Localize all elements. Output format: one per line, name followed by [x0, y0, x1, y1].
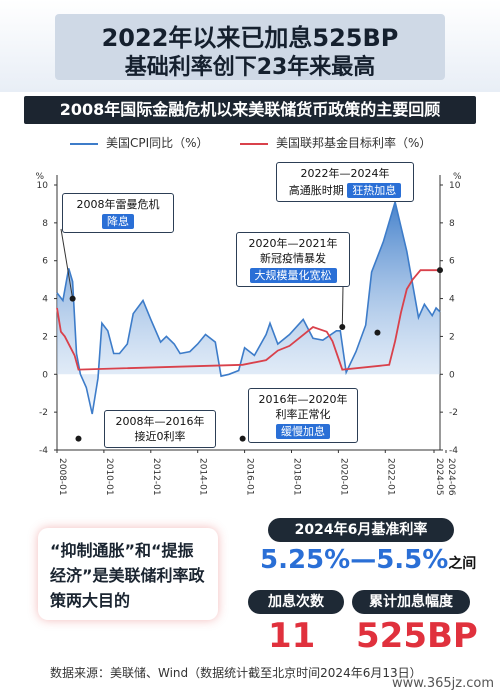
y-tick-label-left: -4: [39, 446, 48, 456]
rate-range-suffix: 之间: [448, 556, 477, 572]
hike-count-value: 11: [268, 616, 316, 656]
annotation-inflation-line2: 高通胀时期 狂热加息: [281, 181, 409, 198]
leader-line: [341, 285, 344, 327]
annotation-normalization-tag: 缓慢加息: [276, 424, 330, 439]
x-tick-label: 2022-01: [385, 458, 395, 496]
y-unit-left: %: [35, 172, 44, 182]
y-tick-label-left: 8: [42, 219, 48, 229]
annotation-normalization-line2: 利率正常化: [275, 408, 331, 421]
marker-dot: [374, 329, 381, 336]
marker-dot: [69, 295, 76, 302]
y-tick-label-right: 2: [449, 332, 455, 342]
y-tick-label-right: -4: [449, 446, 458, 456]
annotation-inflation-tag: 狂热加息: [347, 183, 402, 198]
tick-layer: -4 -4 -2 -2 0 0 2 2 4 4 6 6 8 8 10 10% % 2008-01 2010-01 20…: [35, 172, 462, 496]
annotation-zero-rate-line2: 接近0利率: [134, 430, 186, 443]
legend-cpi-label: 美国CPI同比（%）: [106, 136, 209, 150]
y-tick-label-left: 6: [42, 257, 48, 267]
x-tick-label: 2024-05: [434, 458, 444, 496]
annotation-covid-line2: 新冠疫情暴发: [260, 252, 326, 265]
y-tick-label-left: 0: [42, 370, 48, 380]
series-layer: [56, 198, 441, 415]
legend-rate: 美国联邦基金目标利率（%）: [240, 134, 431, 151]
x-tick-label: 2012-01: [151, 458, 161, 496]
cpi-line: [56, 198, 441, 415]
leader-line: [60, 228, 74, 299]
annotation-inflation-line1: 2022年—2024年: [300, 167, 390, 180]
x-tick-label: 2008-01: [57, 458, 67, 496]
annotation-lehman-line1: 2008年雷曼危机: [76, 198, 160, 211]
annotation-inflation-line2-text: 高通胀时期: [288, 184, 344, 197]
marker-layer: [60, 228, 443, 442]
rate-range: 5.25%—5.5%之间: [260, 545, 476, 575]
legend-cpi: 美国CPI同比（%）: [70, 134, 209, 151]
title-box: 2022年以来已加息525BP 基础利率创下23年来最高: [55, 14, 445, 80]
annotation-covid: 2020年—2021年 新冠疫情暴发 大规模量化宽松: [236, 232, 350, 287]
marker-dot: [75, 435, 82, 442]
x-tick-label: 2010-01: [104, 458, 114, 496]
y-tick-label-right: -2: [449, 408, 458, 418]
y-tick-label-right: 0: [449, 370, 455, 380]
annotation-covid-tag: 大规模量化宽松: [249, 268, 337, 283]
rate-range-value: 5.25%—5.5%: [260, 545, 449, 575]
annotation-normalization-line1: 2016年—2020年: [258, 393, 348, 406]
policy-goal-bubble: “抑制通胀”和“提振经济”是美联储利率政策两大目的: [38, 528, 218, 620]
y-tick-label-right: 4: [449, 295, 455, 305]
x-tick-label: 2014-01: [198, 458, 208, 496]
annotation-zero-rate-line1: 2008年—2016年: [115, 415, 205, 428]
annotation-normalization: 2016年—2020年 利率正常化 缓慢加息: [248, 388, 358, 443]
title-line-1: 2022年以来已加息525BP: [101, 24, 399, 52]
y-tick-label-left: 4: [42, 295, 48, 305]
watermark: www.365jz.com: [392, 676, 494, 691]
annotation-inflation: 2022年—2024年 高通胀时期 狂热加息: [276, 162, 414, 202]
x-tick-label: 2016-01: [245, 458, 255, 496]
total-hike-label: 累计加息幅度: [352, 590, 470, 614]
annotation-zero-rate: 2008年—2016年 接近0利率: [104, 410, 216, 448]
legend-rate-label: 美国联邦基金目标利率（%）: [276, 136, 432, 150]
x-tick-label: 2024-06: [446, 458, 456, 496]
y-unit-right: %: [453, 172, 462, 182]
annotation-lehman: 2008年雷曼危机 降息: [62, 193, 174, 233]
marker-dot: [437, 267, 443, 274]
title-line-2: 基础利率创下23年来最高: [124, 55, 376, 80]
y-tick-label-left: 10: [37, 181, 49, 191]
hike-count-label: 加息次数: [248, 590, 344, 614]
data-source: 数据来源：美联储、Wind（数据统计截至北京时间2024年6月13日）: [50, 666, 422, 680]
chart-svg: -4 -4 -2 -2 0 0 2 2 4 4 6 6 8 8 10 10% % 2008-01 2010-01 20…: [35, 172, 462, 496]
y-tick-label-right: 8: [449, 219, 455, 229]
legend-rate-swatch: [240, 142, 268, 145]
marker-dot: [239, 435, 246, 442]
annotation-covid-line1: 2020年—2021年: [248, 237, 338, 250]
y-tick-label-right: 6: [449, 257, 455, 267]
y-tick-label-left: -2: [39, 408, 48, 418]
total-hike-value: 525BP: [356, 616, 478, 656]
fed-rate-line: [56, 269, 440, 371]
annotation-lehman-tag: 降息: [102, 214, 134, 229]
legend-cpi-swatch: [70, 142, 98, 145]
x-tick-label: 2018-01: [291, 458, 301, 496]
x-tick-label: 2020-01: [338, 458, 348, 496]
marker-dot: [339, 323, 346, 330]
y-tick-label-right: 10: [449, 181, 461, 191]
chart-subtitle: 2008年国际金融危机以来美联储货币政策的主要回顾: [24, 96, 476, 124]
y-tick-label-left: 2: [42, 332, 48, 342]
benchmark-label: 2024年6月基准利率: [268, 518, 454, 542]
